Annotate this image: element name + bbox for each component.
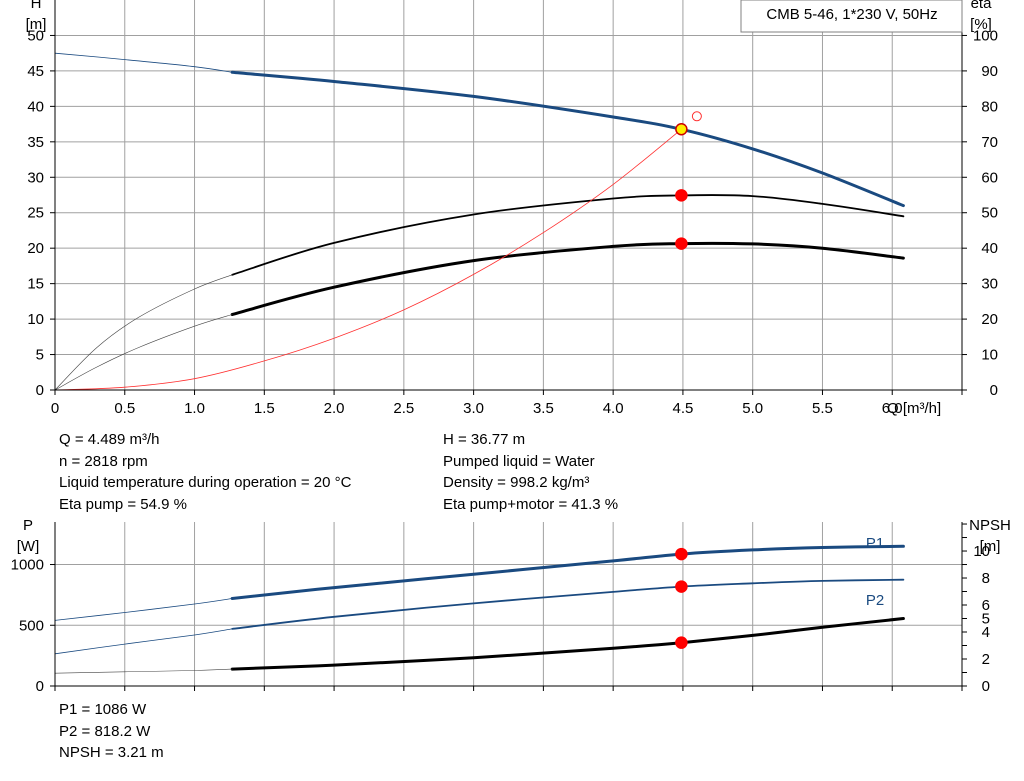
x-tick-label: 5.0 (742, 400, 763, 417)
y-tick-label-right: 5 (982, 611, 990, 628)
series-line (54, 598, 233, 621)
x-tick-label: 4.5 (672, 400, 693, 417)
y-tick-label-right: 0 (982, 678, 990, 695)
y-tick-label-right: 100 (973, 27, 998, 44)
info-flow: Q = 4.489 m³/h (59, 431, 160, 448)
y-tick-label-left: 500 (19, 617, 44, 634)
duty-point (675, 547, 688, 561)
info-p1: P1 = 1086 W (59, 701, 147, 718)
power-npsh-chart: 0 500 1000 0 2 456 8 10 P [W] NPSH [m] P1 P2 (11, 517, 1011, 695)
x-tick-label: 0.5 (114, 400, 135, 417)
y-axis-title-right: NPSH (969, 517, 1011, 534)
duty-point (675, 123, 688, 136)
y-tick-label-right: 50 (981, 205, 998, 222)
y-tick-label-left: 20 (27, 240, 44, 257)
y-tick-label-right: 0 (990, 382, 998, 399)
y-tick-label-right: 2 (982, 651, 990, 668)
series-line (230, 544, 905, 600)
y-axis-unit-right: [m] (980, 538, 1001, 555)
y-tick-label-right: 4 (982, 624, 990, 641)
title-box (740, 0, 963, 33)
duty-info-right: H = 36.77 m Pumped liquid = Water Densit… (443, 429, 618, 515)
x-tick-label: 1.0 (184, 400, 205, 417)
y-tick-label-right: 70 (981, 134, 998, 151)
duty-point (675, 580, 688, 593)
y-axis-unit-right: [%] (970, 16, 992, 33)
series-line (230, 70, 905, 208)
info-head: H = 36.77 m (443, 431, 526, 448)
y-tick-label-right: 80 (981, 98, 998, 115)
info-npsh: NPSH = 3.21 m (59, 744, 164, 761)
y-tick-label-right: 20 (981, 311, 998, 328)
y-tick-label-right: 30 (981, 276, 998, 293)
series-line (54, 628, 233, 655)
y-tick-label-right: 40 (981, 240, 998, 257)
y-axis-unit-left: [m] (26, 16, 47, 33)
y-tick-label-left: 25 (27, 205, 44, 222)
y-axis-title-left: P (23, 517, 33, 534)
head-efficiency-chart: 0 0.5 1.0 1.5 2.0 2.5 3.0 3.5 4.0 4.5 5.0 5.5 6.0Q [… (26, 0, 998, 417)
chart-title: CMB 5-46, 1*230 V, 50Hz (766, 6, 937, 23)
y-tick-label-left: 35 (27, 134, 44, 151)
series-line (54, 274, 233, 391)
series-line (54, 128, 682, 391)
x-tick-label: 1.5 (254, 400, 275, 417)
series-line (231, 194, 905, 276)
info-eta-pump-motor: Eta pump+motor = 41.3 % (443, 495, 619, 513)
info-density: Density = 998.2 kg/m³ (443, 474, 590, 491)
duty-point (675, 237, 688, 250)
series-line (54, 668, 233, 674)
info-p2: P2 = 818.2 W (59, 722, 151, 740)
y-tick-label-left: 5 (36, 347, 44, 364)
x-tick-label: 5.5 (812, 400, 833, 417)
duty-point (691, 111, 702, 122)
x-tick-label: 3.0 (463, 400, 484, 417)
series-line (231, 578, 905, 630)
info-speed: n = 2818 rpm (59, 452, 148, 470)
y-tick-label-left: 10 (27, 311, 44, 328)
y-axis-title-right: eta (971, 0, 993, 12)
y-tick-label-right: 60 (981, 169, 998, 186)
series-line (54, 52, 233, 73)
x-tick-label: 6.0 (882, 400, 903, 417)
info-pumped-liquid: Pumped liquid = Water (443, 452, 595, 470)
duty-info-left: Q = 4.489 m³/h n = 2818 rpm Liquid tempe… (59, 429, 351, 515)
info-eta-pump: Eta pump = 54.9 % (59, 495, 187, 513)
y-tick-label-left: 50 (27, 27, 44, 44)
series-line (54, 314, 233, 391)
duty-point (675, 636, 688, 649)
y-axis-title-left: H (31, 0, 42, 12)
x-tick-label: 0 (51, 400, 59, 417)
y-tick-label-left: 1000 (11, 557, 44, 574)
y-tick-label-right: 8 (982, 570, 990, 587)
y-axis-unit-left: [W] (17, 538, 40, 555)
y-tick-label-right: 90 (981, 63, 998, 80)
y-tick-label-left: 30 (27, 169, 44, 186)
duty-point (675, 189, 688, 202)
y-tick-label-right: 10 (973, 543, 990, 560)
x-tick-label: 2.5 (393, 400, 414, 417)
x-tick-label: 2.0 (324, 400, 345, 417)
x-tick-label: 3.5 (533, 400, 554, 417)
series-line (230, 241, 905, 316)
x-tick-label: 4.0 (603, 400, 624, 417)
series-label-p1: P1 (866, 535, 884, 552)
series-line (230, 617, 905, 671)
power-info: P1 = 1086 W P2 = 818.2 W NPSH = 3.21 m (59, 699, 164, 764)
y-tick-label-right: 6 (982, 597, 990, 614)
series-label-p2: P2 (866, 592, 884, 609)
y-tick-label-left: 45 (27, 63, 44, 80)
y-tick-label-left: 40 (27, 98, 44, 115)
info-liquid-temperature: Liquid temperature during operation = 20… (59, 474, 352, 491)
y-tick-label-left: 15 (27, 276, 44, 293)
x-axis-label: Q [m³/h] (887, 400, 941, 417)
y-tick-label-left: 0 (36, 382, 44, 399)
y-tick-label-right: 10 (981, 347, 998, 364)
y-tick-label-left: 0 (36, 678, 44, 695)
